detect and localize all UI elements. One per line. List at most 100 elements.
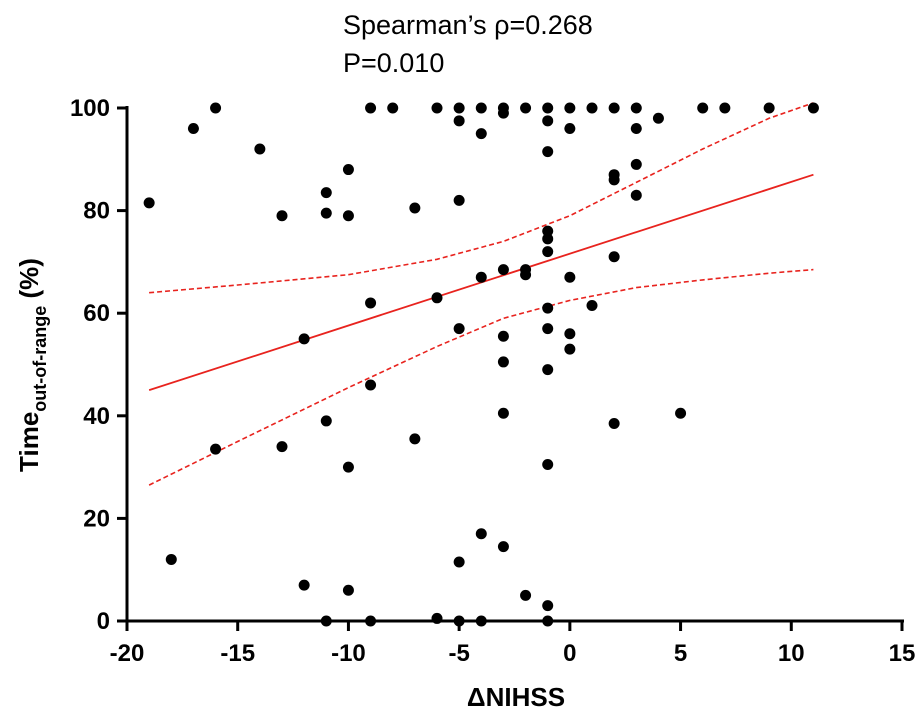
y-tick-label: 60 (83, 300, 110, 327)
data-point (542, 459, 554, 471)
data-point (365, 615, 377, 627)
data-point (298, 579, 310, 591)
data-points (143, 102, 819, 627)
x-tick-label: 10 (778, 640, 805, 667)
data-point (365, 297, 377, 309)
data-point (210, 443, 222, 455)
data-point (697, 102, 709, 114)
data-point (453, 556, 465, 568)
data-point (608, 102, 620, 114)
data-point (630, 158, 642, 170)
data-point (475, 271, 487, 283)
data-point (497, 407, 509, 419)
data-point (630, 102, 642, 114)
data-point (365, 102, 377, 114)
correlation-annotation: Spearman’s ρ=0.268 (343, 10, 593, 40)
data-point (807, 102, 819, 114)
data-point (564, 343, 576, 355)
data-point (542, 600, 554, 612)
data-point (564, 271, 576, 283)
data-point (586, 102, 598, 114)
data-point (564, 328, 576, 340)
data-point (652, 112, 664, 124)
p-value-annotation: P=0.010 (343, 48, 444, 78)
x-tick-label: -20 (110, 640, 145, 667)
data-point (542, 323, 554, 335)
data-point (497, 330, 509, 342)
data-point (475, 615, 487, 627)
ci-upper-line (149, 102, 814, 294)
data-point (342, 210, 354, 222)
data-point (431, 102, 443, 114)
y-axis-title-main: Time (14, 412, 44, 472)
data-point (453, 115, 465, 127)
data-point (320, 187, 332, 199)
y-axis: 0 20 40 60 80 100 (70, 95, 129, 635)
data-point (409, 433, 421, 445)
x-axis-title: ΔNIHSS (467, 682, 565, 712)
data-point (520, 269, 532, 281)
y-axis-title-subscript: out-of-range (30, 306, 50, 412)
data-point (608, 251, 620, 263)
y-axis-title-suffix: (%) (14, 258, 44, 306)
data-point (342, 461, 354, 473)
data-point (542, 302, 554, 314)
data-point (608, 417, 620, 429)
data-point (143, 197, 155, 209)
data-point (453, 102, 465, 114)
data-point (254, 143, 266, 155)
data-point (542, 233, 554, 245)
data-point (453, 194, 465, 206)
x-tick-label: 5 (674, 640, 687, 667)
data-point (763, 102, 775, 114)
data-point (387, 102, 399, 114)
data-point (542, 225, 554, 237)
y-tick-label: 0 (97, 608, 110, 635)
x-tick-label: 15 (889, 640, 916, 667)
y-tick-label: 20 (83, 505, 110, 532)
x-tick-label: -5 (448, 640, 469, 667)
data-point (431, 292, 443, 304)
data-point (342, 164, 354, 176)
data-point (320, 415, 332, 427)
data-point (520, 589, 532, 601)
data-point (497, 356, 509, 368)
y-axis-title: Timeout-of-range (%) (14, 258, 50, 472)
data-point (497, 107, 509, 119)
data-point (497, 541, 509, 553)
confidence-band (148, 102, 814, 486)
data-point (542, 115, 554, 127)
data-point (453, 615, 465, 627)
data-point (542, 146, 554, 158)
data-point (564, 123, 576, 135)
data-point (520, 102, 532, 114)
data-point (409, 202, 421, 214)
data-point (719, 102, 731, 114)
data-point (187, 123, 199, 135)
data-point (542, 102, 554, 114)
data-point (453, 323, 465, 335)
data-point (608, 174, 620, 186)
data-point (165, 553, 177, 565)
data-point (564, 102, 576, 114)
y-tick-label: 100 (70, 95, 110, 122)
data-point (497, 264, 509, 276)
data-point (298, 333, 310, 345)
data-point (475, 102, 487, 114)
data-point (475, 128, 487, 140)
x-tick-label: -10 (331, 640, 366, 667)
data-point (276, 210, 288, 222)
data-point (342, 584, 354, 596)
data-point (210, 102, 222, 114)
data-point (542, 246, 554, 258)
data-point (431, 612, 443, 624)
data-point (320, 615, 332, 627)
data-point (542, 615, 554, 627)
y-tick-label: 80 (83, 198, 110, 225)
data-point (675, 407, 687, 419)
x-tick-label: 0 (563, 640, 576, 667)
data-point (630, 123, 642, 135)
data-point (542, 364, 554, 376)
x-tick-label: -15 (220, 640, 255, 667)
